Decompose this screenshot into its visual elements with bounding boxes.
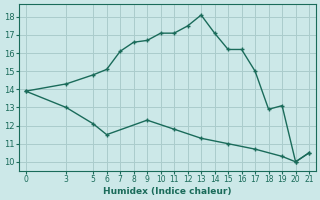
- X-axis label: Humidex (Indice chaleur): Humidex (Indice chaleur): [103, 187, 232, 196]
